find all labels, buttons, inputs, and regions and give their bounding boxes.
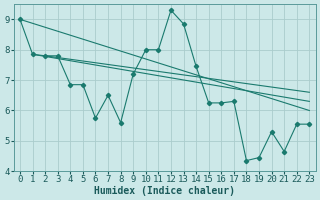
- X-axis label: Humidex (Indice chaleur): Humidex (Indice chaleur): [94, 186, 235, 196]
